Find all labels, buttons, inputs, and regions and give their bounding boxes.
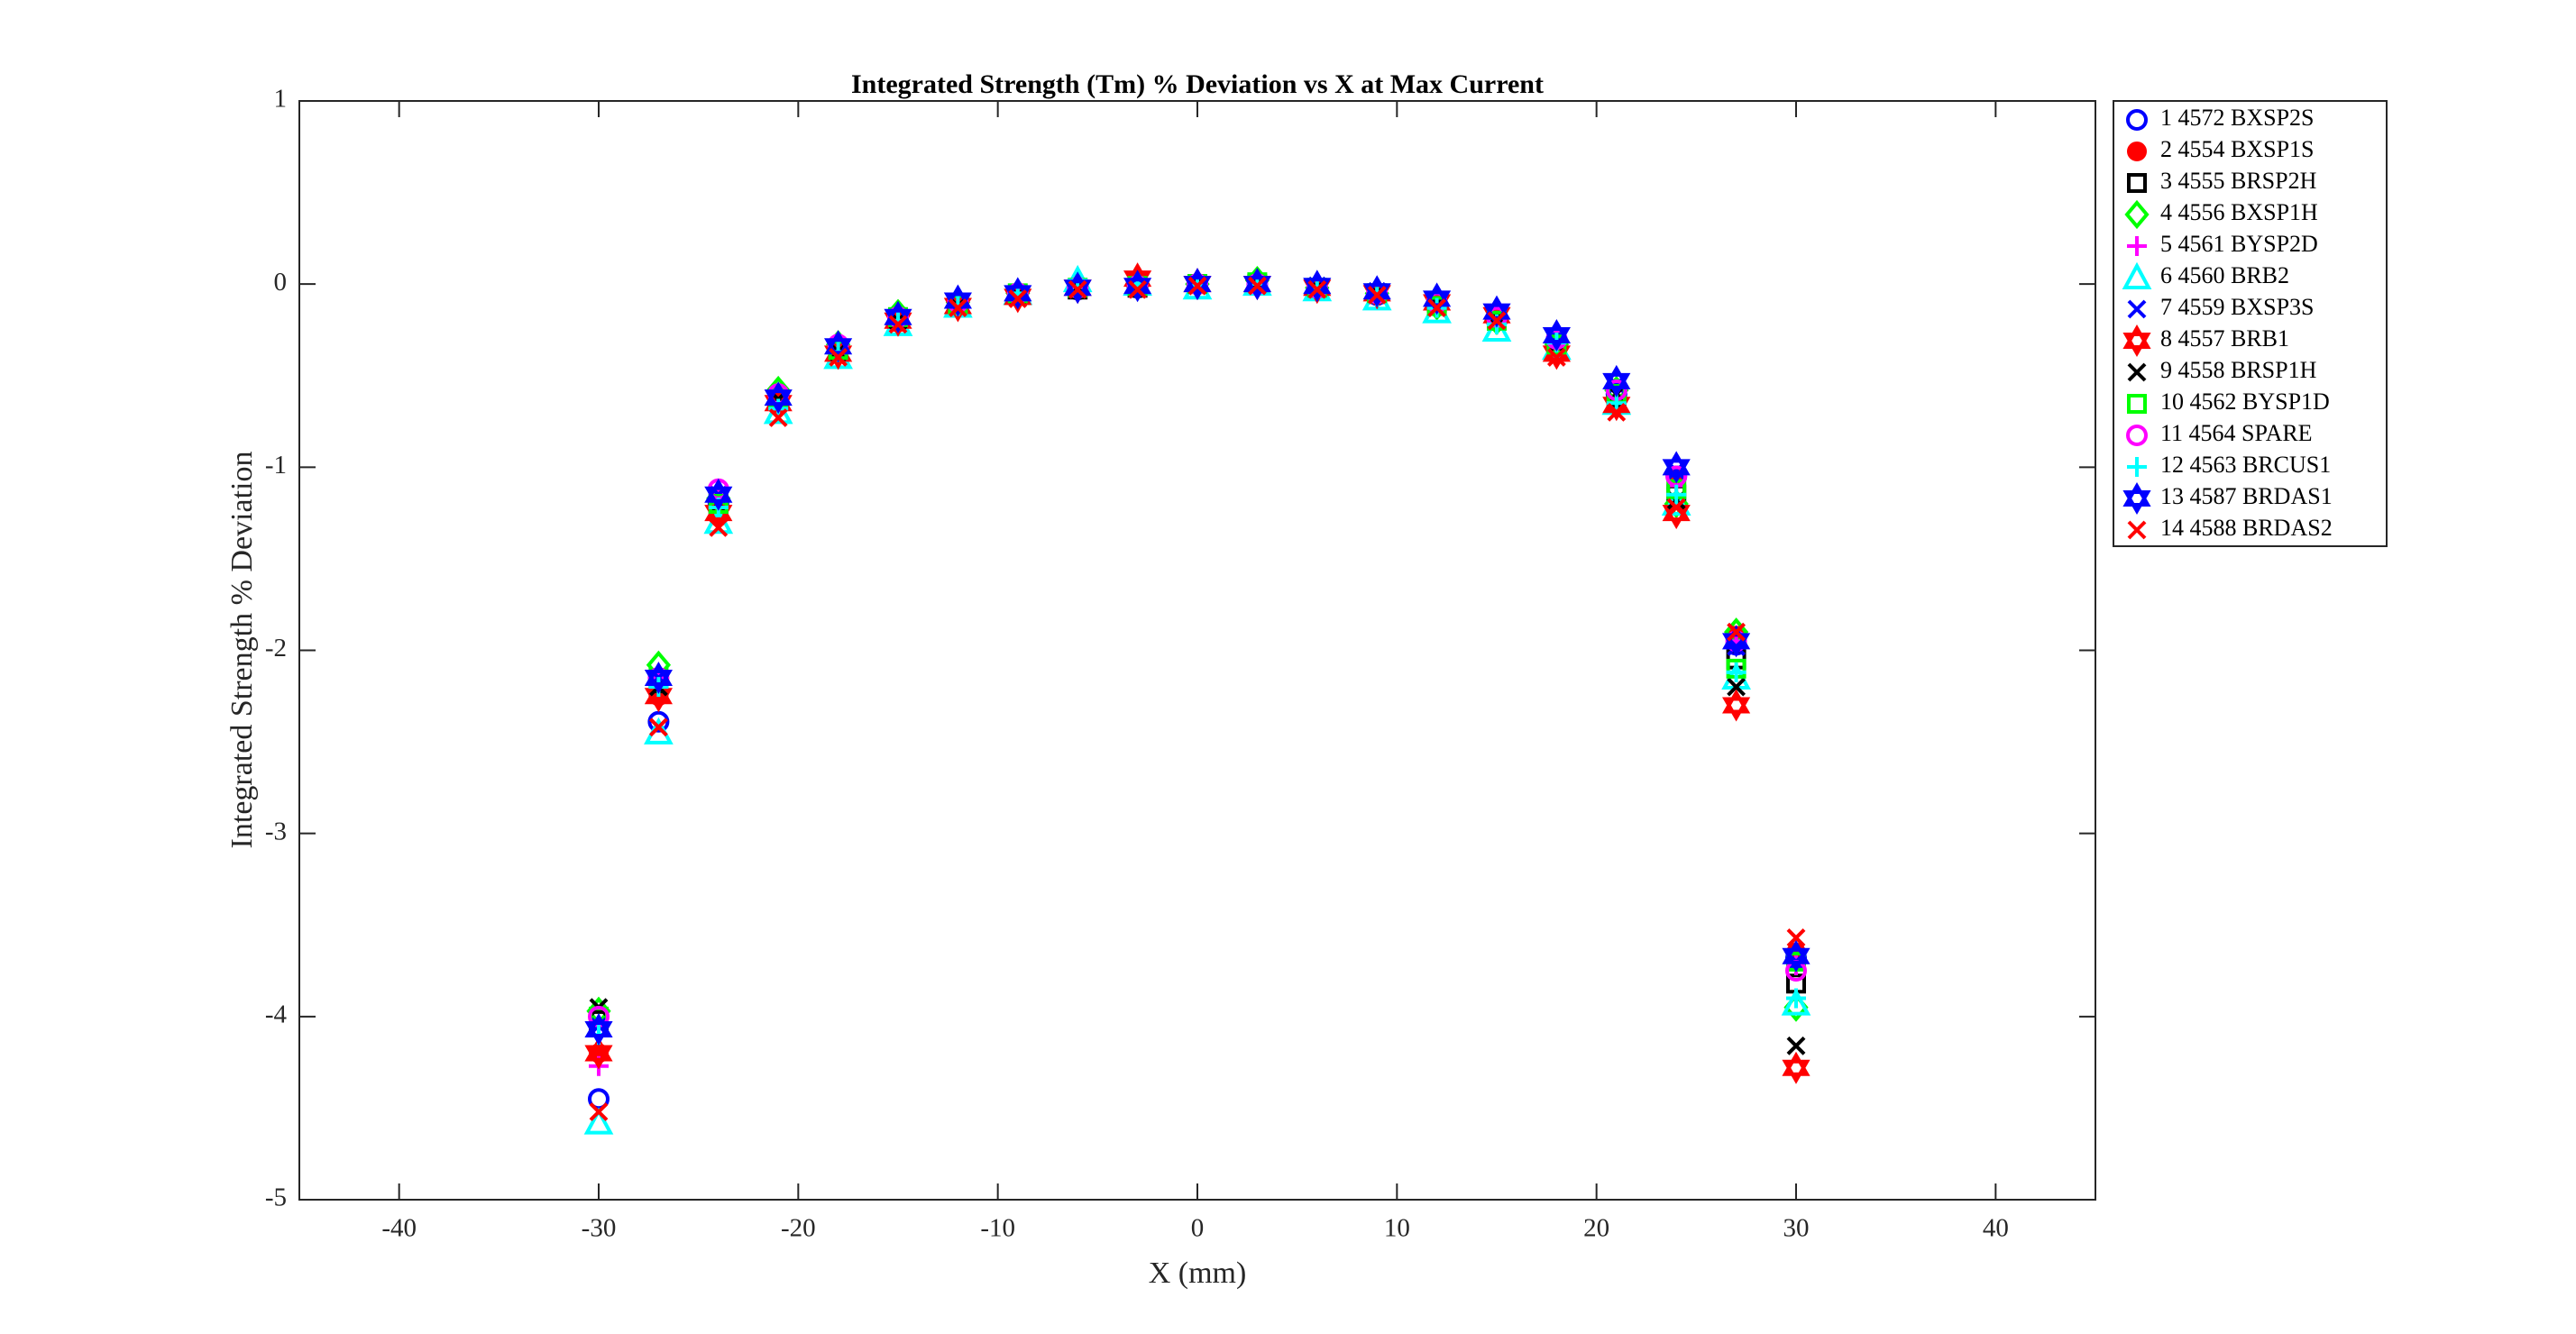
marker: [1666, 498, 1686, 517]
marker: [1666, 484, 1687, 505]
legend-marker: [2124, 199, 2150, 230]
marker: [1542, 319, 1571, 352]
x-tick-label: 10: [1384, 1214, 1410, 1243]
marker: [1367, 285, 1387, 305]
marker: [1781, 988, 1811, 1016]
marker: [888, 315, 908, 334]
marker: [709, 517, 729, 537]
legend-label: 4 4556 BXSP1H: [2160, 199, 2318, 225]
legend-label: 1 4572 BXSP2S: [2160, 105, 2315, 131]
x-tick-label: -10: [980, 1214, 1015, 1243]
marker: [1666, 479, 1687, 499]
legend-label: 5 4561 BYSP2D: [2160, 231, 2318, 257]
legend-marker: [2122, 261, 2152, 289]
y-tick-label: 0: [274, 268, 288, 297]
legend-marker: [2127, 236, 2147, 256]
x-tick-label: 40: [1983, 1214, 2009, 1243]
y-tick-label: -2: [265, 634, 287, 662]
x-tick-label: 30: [1783, 1214, 1810, 1243]
x-tick-label: 0: [1191, 1214, 1205, 1243]
marker: [1786, 928, 1806, 947]
legend-label: 8 4557 BRB1: [2160, 325, 2289, 352]
legend-marker: [2122, 324, 2151, 358]
legend-marker: [2127, 362, 2147, 382]
marker: [1727, 622, 1746, 642]
legend-label: 13 4587 BRDAS1: [2160, 483, 2333, 509]
marker: [1726, 662, 1746, 682]
legend-marker: [2127, 142, 2147, 161]
legend-box: [2113, 100, 2388, 547]
marker: [1307, 279, 1327, 299]
legend-marker: [2122, 481, 2151, 516]
y-tick-label: 1: [274, 85, 288, 114]
legend-label: 9 4558 BRSP1H: [2160, 357, 2317, 383]
marker: [1602, 364, 1631, 397]
marker: [768, 408, 788, 427]
marker: [1187, 276, 1207, 296]
marker: [1782, 939, 1811, 973]
legend-label: 7 4559 BXSP3S: [2160, 294, 2315, 320]
marker: [1008, 289, 1028, 308]
y-tick-label: -3: [265, 817, 287, 845]
marker: [1722, 689, 1751, 722]
marker: [1786, 973, 1806, 994]
marker: [1786, 988, 1806, 1009]
marker: [1487, 311, 1507, 331]
x-axis-label: X (mm): [1149, 1256, 1247, 1290]
chart-title: Integrated Strength (Tm) % Deviation vs …: [851, 69, 1544, 99]
marker: [584, 1037, 613, 1070]
marker: [584, 1013, 613, 1046]
marker: [1607, 402, 1627, 422]
legend-label: 10 4562 BYSP1D: [2160, 388, 2330, 415]
marker: [583, 1107, 614, 1135]
legend-marker: [2126, 425, 2148, 446]
marker: [764, 381, 793, 415]
marker: [647, 710, 670, 733]
legend-marker: [2127, 299, 2147, 319]
legend-marker: [2127, 457, 2147, 477]
marker: [1782, 1051, 1811, 1084]
marker: [589, 1102, 609, 1121]
marker: [948, 298, 967, 317]
legend-marker: [2127, 173, 2147, 193]
marker: [1546, 348, 1566, 367]
y-tick-label: -4: [265, 1000, 288, 1028]
legend-label: 14 4588 BRDAS2: [2160, 515, 2333, 541]
marker: [829, 348, 848, 367]
x-tick-label: -40: [381, 1214, 417, 1243]
marker: [644, 661, 673, 694]
legend-marker: [2127, 394, 2147, 414]
marker: [1727, 677, 1746, 697]
x-tick-label: -30: [582, 1214, 617, 1243]
marker: [1662, 451, 1691, 484]
marker: [1427, 298, 1447, 317]
y-axis-label: Integrated Strength % Deviation: [225, 452, 259, 849]
marker: [1128, 279, 1148, 299]
legend-label: 2 4554 BXSP1S: [2160, 136, 2315, 162]
y-tick-label: -5: [265, 1183, 287, 1212]
marker: [1546, 334, 1567, 355]
legend-label: 3 4555 BRSP2H: [2160, 168, 2317, 194]
legend-marker: [2126, 109, 2148, 131]
legend-label: 11 4564 SPARE: [2160, 420, 2313, 446]
legend-marker: [2127, 520, 2147, 540]
marker: [1068, 279, 1087, 299]
x-tick-label: -20: [781, 1214, 816, 1243]
marker: [1247, 276, 1267, 296]
legend-label: 12 4563 BRCUS1: [2160, 452, 2331, 478]
y-tick-label: -1: [265, 451, 287, 480]
x-tick-label: 20: [1583, 1214, 1609, 1243]
marker: [1786, 1036, 1806, 1055]
legend-label: 6 4560 BRB2: [2160, 262, 2289, 288]
marker: [704, 478, 733, 511]
marker: [648, 717, 668, 737]
